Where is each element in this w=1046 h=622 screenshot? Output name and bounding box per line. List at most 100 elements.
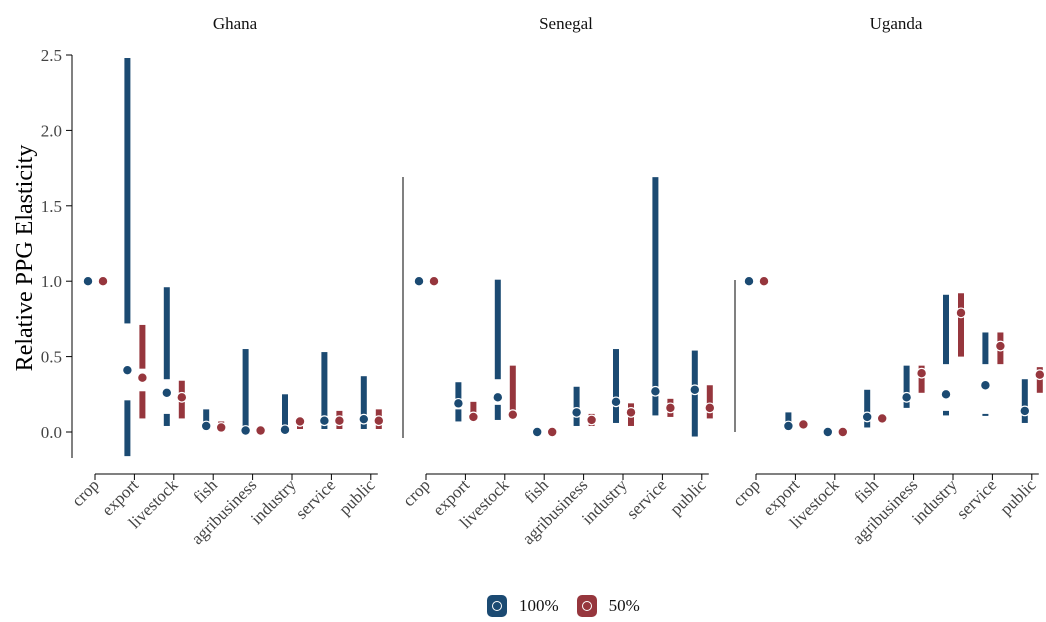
point-senegal-crop-50	[428, 275, 440, 287]
interval-ghana-service-100-0	[321, 352, 328, 429]
interval-ghana-export-50-1	[139, 324, 146, 369]
x-tick-label-senegal-industry: industry	[578, 475, 631, 528]
interval-ghana-agribusiness-100-0	[242, 349, 249, 429]
x-tick-label-ghana-fish: fish	[190, 475, 222, 507]
interval-senegal-livestock-100-1	[494, 279, 501, 380]
x-tick-label-ghana-crop: crop	[68, 475, 103, 510]
point-uganda-public-50	[1034, 369, 1046, 381]
point-uganda-crop-50	[758, 275, 770, 287]
legend-item-100: 100%	[483, 595, 559, 617]
legend-item-50: 50%	[573, 595, 640, 617]
point-senegal-agribusiness-50	[586, 414, 597, 426]
x-tick-label-senegal-crop: crop	[399, 475, 434, 510]
point-uganda-agribusiness-100	[901, 391, 912, 403]
point-uganda-fish-100	[861, 411, 873, 423]
interval-uganda-fish-100-0	[864, 389, 871, 428]
x-tick-label-ghana-service: service	[292, 475, 339, 522]
point-uganda-industry-100	[940, 388, 952, 400]
x-tick-label-uganda-fish: fish	[851, 475, 883, 507]
y-tick-label-3: 1.5	[41, 197, 62, 216]
x-tick-label-uganda-industry: industry	[908, 475, 961, 528]
interval-uganda-agribusiness-50-0	[918, 365, 925, 393]
interval-ghana-livestock-100-0	[163, 413, 170, 426]
point-ghana-crop-50	[97, 275, 109, 287]
point-uganda-fish-50	[876, 413, 888, 424]
interval-ghana-livestock-100-1	[163, 287, 170, 380]
x-tick-label-senegal-service: service	[623, 475, 670, 522]
point-uganda-industry-50	[955, 307, 967, 319]
point-senegal-livestock-50	[507, 409, 519, 421]
interval-ghana-export-50-0	[139, 391, 146, 419]
point-uganda-agribusiness-50	[916, 367, 927, 379]
legend-label-100: 100%	[519, 596, 559, 615]
y-tick-label-4: 2.0	[41, 121, 62, 140]
point-senegal-crop-100	[413, 275, 425, 287]
interval-senegal-export-100-0	[455, 409, 462, 422]
point-ghana-industry-100	[279, 424, 291, 436]
interval-senegal-livestock-100-0	[494, 404, 501, 420]
interval-ghana-public-100-0	[360, 376, 367, 429]
point-ghana-livestock-50	[176, 391, 188, 403]
point-ghana-service-100	[319, 415, 330, 427]
point-senegal-service-100	[650, 385, 661, 397]
interval-uganda-industry-100-0	[943, 410, 949, 416]
interval-uganda-agribusiness-100-0	[903, 365, 910, 408]
point-senegal-agribusiness-100	[571, 406, 582, 418]
legend: 100% 50%	[483, 590, 654, 622]
point-ghana-agribusiness-50	[255, 425, 267, 436]
point-uganda-service-50	[995, 340, 1006, 352]
point-senegal-industry-100	[610, 396, 622, 408]
point-uganda-export-50	[798, 419, 809, 430]
panel-title-ghana: Ghana	[213, 14, 258, 33]
interval-senegal-service-100-0	[652, 177, 659, 416]
interval-ghana-fish-100-0	[203, 409, 210, 431]
point-senegal-livestock-100	[492, 391, 504, 403]
x-tick-label-senegal-fish: fish	[521, 475, 553, 507]
point-senegal-industry-50	[625, 406, 637, 418]
panel-title-uganda: Uganda	[870, 14, 923, 33]
point-senegal-export-100	[453, 397, 464, 409]
interval-senegal-public-50-0	[706, 385, 713, 419]
x-tick-label-ghana-industry: industry	[247, 475, 300, 528]
y-tick-label-0: 0.0	[41, 423, 62, 442]
x-tick-label-ghana-public: public	[335, 475, 379, 519]
point-uganda-livestock-50	[837, 426, 849, 438]
interval-senegal-export-100-1	[455, 382, 462, 399]
interval-ghana-export-100-1	[124, 58, 131, 324]
panel-title-senegal: Senegal	[539, 14, 593, 33]
interval-uganda-industry-100-1	[943, 294, 949, 365]
point-uganda-export-100	[783, 420, 794, 432]
interval-senegal-livestock-50-0	[509, 365, 516, 411]
point-uganda-public-100	[1019, 405, 1031, 417]
point-uganda-service-100	[980, 379, 991, 391]
interval-ghana-export-100-0	[124, 400, 131, 457]
point-senegal-fish-100	[531, 426, 543, 438]
point-ghana-public-100	[358, 413, 370, 425]
interval-uganda-service-100-1	[982, 332, 989, 365]
point-ghana-crop-100	[82, 275, 94, 287]
point-ghana-service-50	[334, 415, 345, 427]
interval-senegal-agribusiness-100-0	[573, 386, 580, 426]
interval-uganda-public-100-0	[1021, 379, 1028, 423]
x-tick-label-uganda-public: public	[996, 475, 1040, 519]
legend-key-100	[483, 595, 511, 617]
point-uganda-crop-100	[743, 275, 755, 287]
interval-senegal-industry-100-0	[613, 349, 619, 423]
point-uganda-livestock-100	[822, 426, 834, 438]
point-senegal-export-50	[468, 411, 479, 423]
interval-ghana-industry-100-0	[282, 394, 288, 428]
x-tick-label-uganda-service: service	[953, 475, 1000, 522]
x-tick-label-uganda-crop: crop	[729, 475, 764, 510]
x-tick-label-senegal-public: public	[666, 475, 710, 519]
y-axis-label: Relative PPG Elasticity	[12, 145, 38, 372]
interval-uganda-service-100-0	[982, 413, 989, 416]
point-senegal-service-50	[665, 402, 676, 414]
point-ghana-agribusiness-100	[240, 425, 252, 436]
y-tick-label-2: 1.0	[41, 272, 62, 291]
legend-key-50	[573, 595, 601, 617]
legend-label-50: 50%	[608, 596, 640, 615]
point-ghana-livestock-100	[161, 387, 173, 399]
y-tick-label-5: 2.5	[41, 46, 62, 65]
interval-uganda-industry-50-0	[958, 293, 964, 357]
